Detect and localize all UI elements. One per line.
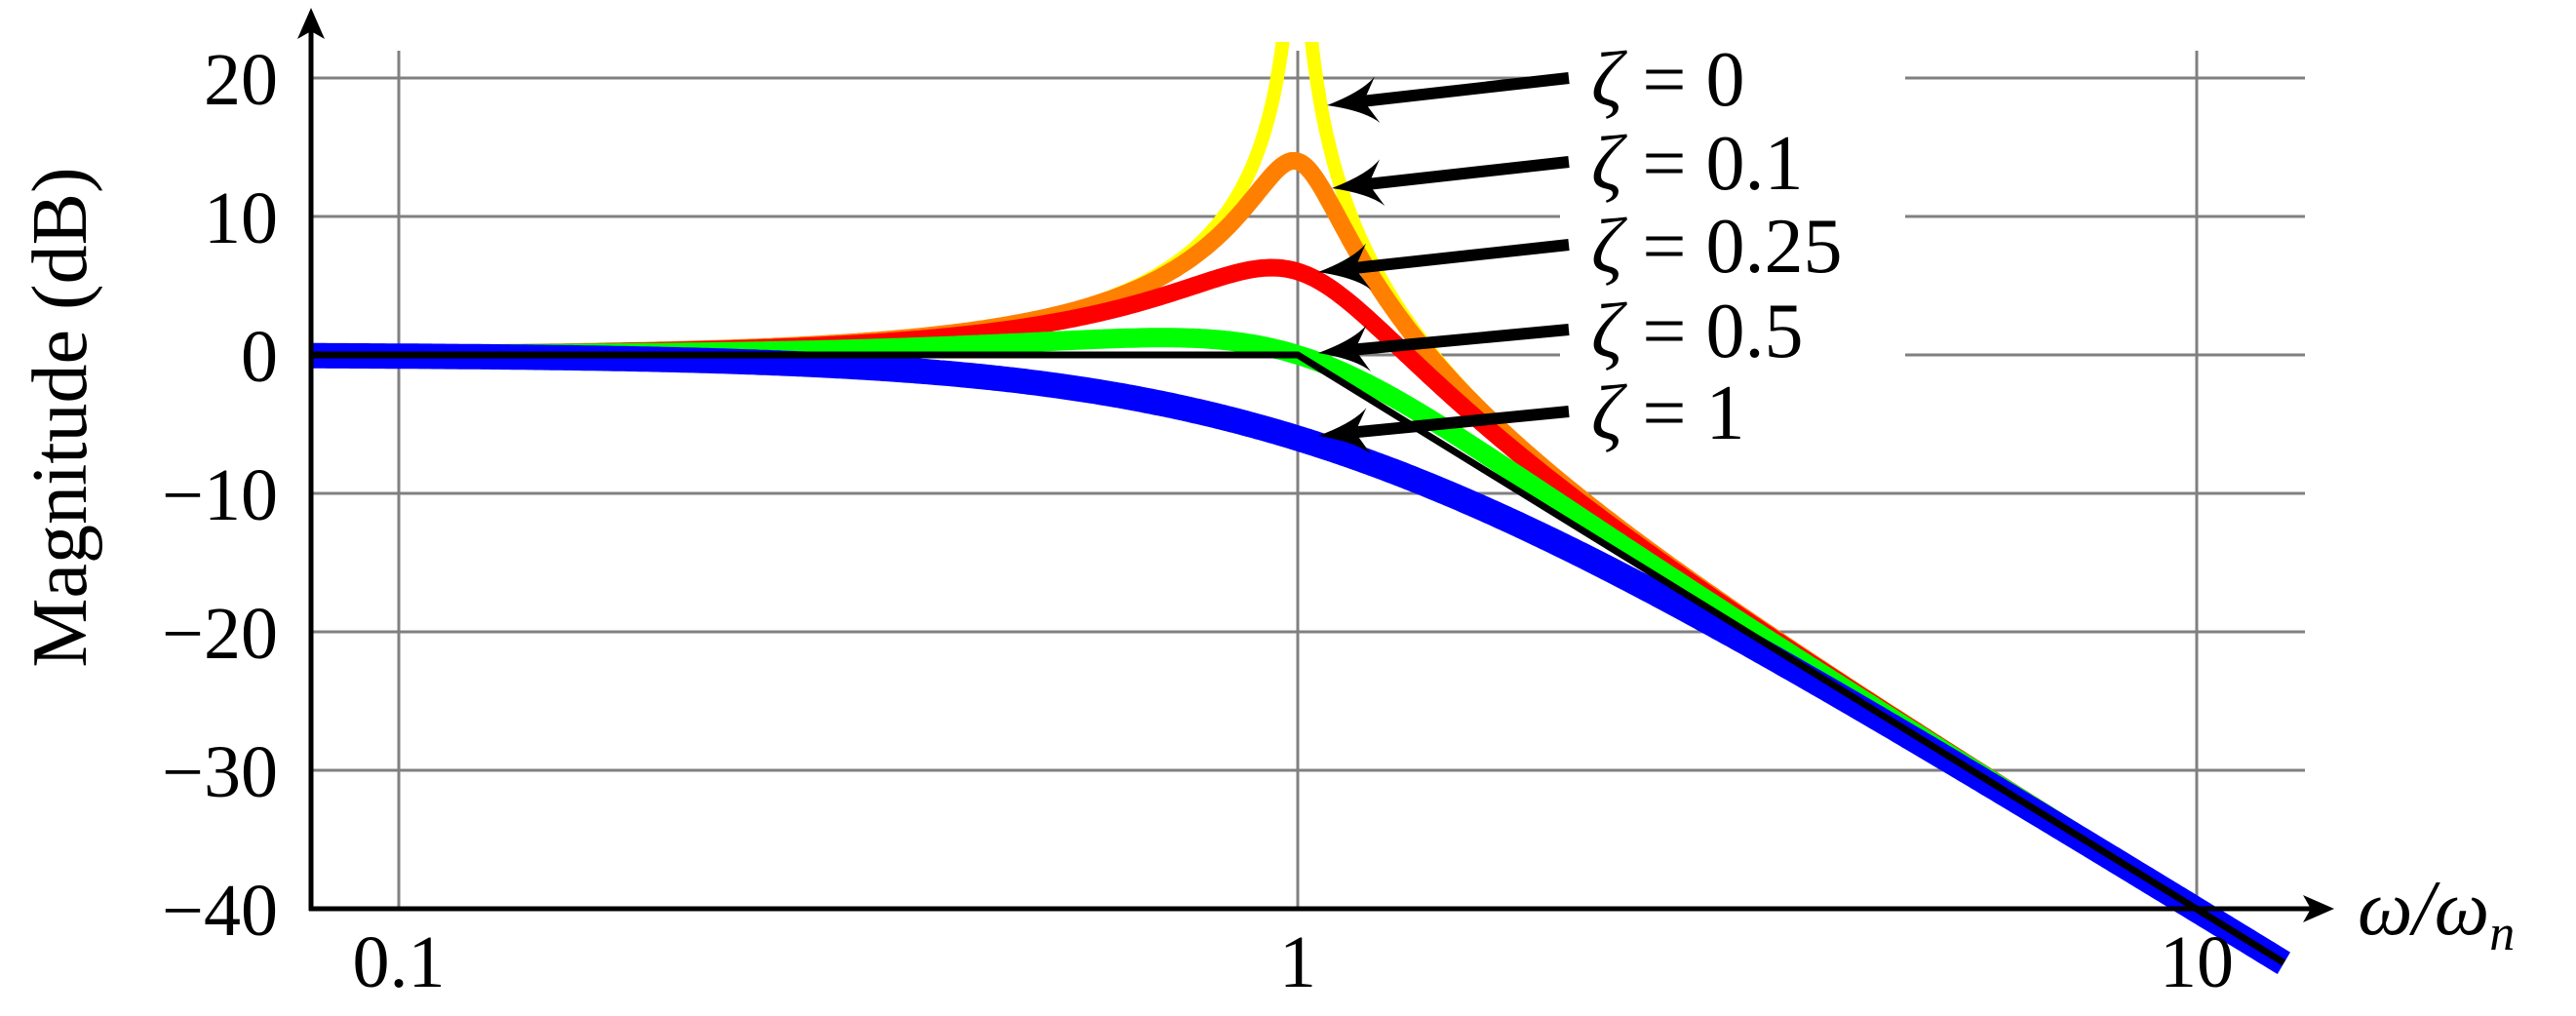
y-axis-label: Magnitude (dB)	[18, 167, 103, 667]
x-axis-label: ω/ωn	[2358, 866, 2515, 961]
y-tick-label: 0	[241, 316, 278, 398]
series-labels: ζ = 0ζ = 0.1ζ = 0.25ζ = 0.5ζ = 1	[1318, 37, 1843, 456]
asymptote-line	[311, 351, 2286, 966]
series-label: ζ = 1	[1591, 371, 1745, 456]
zeta-value: = 0	[1642, 37, 1744, 123]
arrow-shaft	[1364, 156, 1570, 191]
y-tick-labels: 20 10 0 −10 −20 −30 −40	[162, 39, 278, 952]
series-label: ζ = 0	[1591, 37, 1745, 123]
series-label: ζ = 0.1	[1591, 121, 1804, 207]
x-tick-label: 0.1	[353, 921, 446, 1003]
arrow-head-icon	[1332, 159, 1386, 207]
arrow-head-icon	[1327, 76, 1381, 124]
x-axis-arrow-icon	[2303, 895, 2334, 922]
zeta-symbol: ζ	[1591, 37, 1627, 123]
zeta-symbol: ζ	[1591, 204, 1627, 290]
legend-label-background	[1560, 27, 1905, 449]
zeta-symbol: ζ	[1591, 121, 1627, 207]
y-tick-label: 10	[204, 177, 278, 259]
y-axis-arrow-icon	[297, 8, 325, 39]
arrow-head-icon	[1318, 408, 1372, 454]
x-tick-labels: 0.1 1 10	[353, 921, 2235, 1003]
arrow-shaft	[1359, 72, 1570, 108]
arrow-shaft	[1350, 239, 1570, 275]
arrow-head-icon	[1318, 325, 1372, 372]
x-tick-label: 10	[2160, 921, 2234, 1003]
x-tick-label: 1	[1279, 921, 1316, 1003]
y-tick-label: −20	[162, 593, 278, 675]
arrow-head-icon	[1318, 243, 1372, 291]
zeta-value: = 0.1	[1642, 121, 1803, 207]
zeta-symbol: ζ	[1591, 371, 1627, 456]
series-label: ζ = 0.25	[1591, 204, 1843, 290]
y-tick-label: −40	[162, 870, 278, 952]
curves	[311, 42, 2290, 975]
zeta-value: = 0.5	[1642, 289, 1803, 374]
zeta-value: = 1	[1642, 371, 1744, 456]
zeta-symbol: ζ	[1591, 289, 1627, 374]
axes	[297, 8, 2334, 922]
series-label: ζ = 0.5	[1591, 289, 1804, 374]
y-tick-label: 20	[204, 39, 278, 121]
y-tick-label: −30	[162, 731, 278, 813]
y-tick-label: −10	[162, 454, 278, 536]
arrow-shaft	[1350, 324, 1570, 356]
x-axis-label-subscript: n	[2489, 906, 2515, 961]
arrow-shaft	[1350, 406, 1570, 439]
zeta-value: = 0.25	[1642, 204, 1842, 290]
